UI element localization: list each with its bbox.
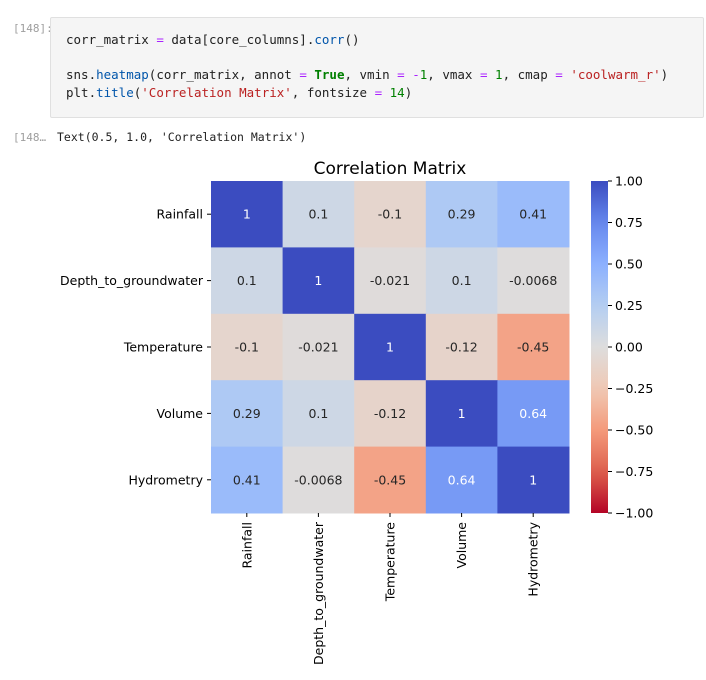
y-tick-label: Volume	[157, 406, 204, 421]
y-tick-label: Rainfall	[157, 207, 203, 222]
cell-annotation: -0.12	[374, 406, 406, 421]
code-line-3[interactable]: plt.title('Correlation Matrix', fontsize…	[66, 85, 413, 100]
cell-annotation: 1	[386, 340, 394, 355]
code-cell[interactable]: corr_matrix = data[core_columns].corr() …	[50, 17, 704, 118]
x-tick-label: Rainfall	[239, 522, 254, 568]
cell-annotation: 1	[458, 406, 466, 421]
heatmap-cell	[497, 181, 570, 248]
cell-annotation: 0.64	[519, 406, 547, 421]
cell-annotation: 0.1	[452, 273, 472, 288]
heatmap-cell	[282, 181, 355, 248]
cell-annotation: 0.1	[237, 273, 257, 288]
heatmap-cell	[497, 313, 570, 381]
output-text: Text(0.5, 1.0, 'Correlation Matrix')	[57, 130, 307, 144]
cell-annotation: 1	[529, 472, 537, 487]
cell-annotation: 0.41	[233, 472, 261, 487]
heatmap-cell	[354, 446, 427, 514]
heatmap-cell	[497, 380, 570, 448]
heatmap-cell	[497, 247, 570, 315]
heatmap-cell	[282, 313, 355, 381]
heatmap-cell	[211, 446, 284, 514]
heatmap-cell	[354, 247, 427, 315]
colorbar-tick-label: −0.50	[615, 423, 653, 438]
cell-annotation: -0.1	[235, 340, 259, 355]
input-prompt: [148]:	[13, 22, 53, 35]
cell-annotation: 0.1	[308, 406, 328, 421]
output-prompt: [148…	[13, 131, 47, 144]
cell-annotation: 0.41	[519, 207, 547, 222]
colorbar-tick-label: 0.50	[615, 257, 643, 272]
cell-annotation: 1	[243, 207, 251, 222]
colorbar-tick-label: 0.25	[615, 298, 643, 313]
heatmap-cell	[211, 181, 284, 248]
cell-annotation: -0.45	[374, 472, 406, 487]
heatmap-cell	[354, 313, 427, 381]
colorbar	[591, 181, 608, 513]
heatmap-cell	[282, 380, 355, 448]
colorbar-tick-label: 0.00	[615, 340, 643, 355]
heatmap-cell	[211, 313, 284, 381]
heatmap-cell	[425, 313, 498, 381]
y-tick-label: Hydrometry	[128, 472, 203, 487]
cell-annotation: -0.12	[445, 340, 477, 355]
heatmap-cell	[425, 247, 498, 315]
heatmap-cell	[425, 380, 498, 448]
heatmap-cell	[211, 247, 284, 315]
heatmap-cell	[354, 181, 427, 248]
code-line-1[interactable]: corr_matrix = data[core_columns].corr()	[66, 32, 360, 47]
cell-annotation: 0.29	[448, 207, 476, 222]
cell-annotation: 0.29	[233, 406, 261, 421]
heatmap-cell	[354, 380, 427, 448]
colorbar-tick-label: −1.00	[615, 506, 653, 521]
heatmap-cell	[425, 181, 498, 248]
heatmap-cell	[425, 446, 498, 514]
code-line-2[interactable]: sns.heatmap(corr_matrix, annot = True, v…	[66, 67, 669, 82]
cell-annotation: -0.0068	[509, 273, 557, 288]
colorbar-tick-label: −0.75	[615, 464, 653, 479]
chart-title: Correlation Matrix	[314, 159, 467, 179]
x-tick-label: Temperature	[383, 522, 398, 602]
colorbar-tick-label: 1.00	[615, 174, 643, 189]
cell-annotation: -0.45	[517, 340, 549, 355]
cell-annotation: -0.1	[378, 207, 402, 222]
cell-annotation: -0.0068	[294, 472, 342, 487]
x-tick-label: Volume	[454, 522, 469, 569]
heatmap-cell	[211, 380, 284, 448]
cell-annotation: -0.021	[370, 273, 410, 288]
cell-annotation: 0.1	[308, 207, 328, 222]
x-tick-label: Hydrometry	[526, 521, 541, 596]
x-tick-label: Depth_to_groundwater	[311, 521, 326, 665]
cell-annotation: -0.021	[298, 340, 338, 355]
heatmap-cell	[282, 247, 355, 315]
heatmap-cell	[497, 446, 570, 514]
y-tick-label: Depth_to_groundwater	[60, 273, 204, 288]
colorbar-tick-label: 0.75	[615, 215, 643, 230]
cell-annotation: 1	[314, 273, 322, 288]
heatmap-cell	[282, 446, 355, 514]
cell-annotation: 0.64	[448, 472, 476, 487]
y-tick-label: Temperature	[123, 340, 203, 355]
colorbar-tick-label: −0.25	[615, 381, 653, 396]
